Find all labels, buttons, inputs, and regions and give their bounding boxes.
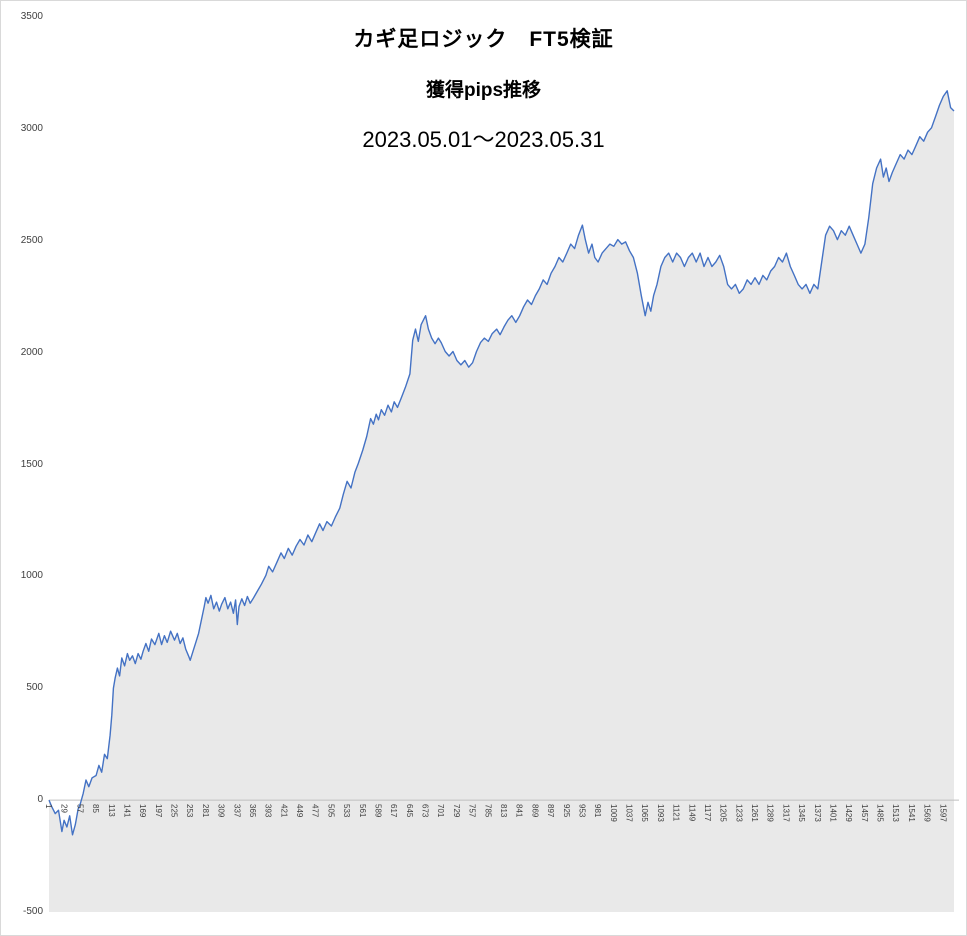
x-tick-label: 253 <box>185 804 195 818</box>
x-tick-label: 57 <box>75 804 85 814</box>
x-tick-label: 1513 <box>891 804 901 822</box>
x-tick-label: 1 <box>44 804 53 809</box>
x-tick-label: 897 <box>546 804 556 818</box>
x-tick-label: 1289 <box>765 804 775 822</box>
x-tick-label: 393 <box>263 804 273 818</box>
x-tick-label: 449 <box>295 804 305 818</box>
x-tick-label: 1149 <box>687 804 697 822</box>
x-tick-label: 169 <box>138 804 148 818</box>
x-tick-label: 1233 <box>734 804 744 822</box>
x-tick-label: 1009 <box>608 804 618 822</box>
x-tick-label: 365 <box>247 804 257 818</box>
y-tick-label: 1000 <box>20 570 43 582</box>
x-tick-label: 141 <box>122 804 132 818</box>
x-tick-label: 981 <box>593 804 603 818</box>
x-tick-label: 1261 <box>750 804 760 822</box>
x-tick-label: 729 <box>451 804 461 818</box>
y-tick-label: 3000 <box>20 122 43 134</box>
x-tick-label: 561 <box>357 804 367 818</box>
x-tick-label: 589 <box>373 804 383 818</box>
x-tick-label: 1485 <box>875 804 885 822</box>
x-tick-label: 85 <box>91 804 101 814</box>
x-tick-label: 1457 <box>859 804 869 822</box>
x-tick-label: 337 <box>232 804 242 818</box>
y-tick-label: 500 <box>26 682 43 694</box>
x-tick-label: 953 <box>577 804 587 818</box>
x-tick-label: 1541 <box>906 804 916 822</box>
y-tick-label: -500 <box>22 906 43 917</box>
x-tick-label: 813 <box>499 804 508 818</box>
series-area <box>49 90 954 913</box>
x-tick-label: 673 <box>420 804 430 818</box>
x-tick-label: 29 <box>59 804 69 814</box>
x-tick-label: 617 <box>389 804 399 818</box>
x-tick-label: 1401 <box>828 804 838 822</box>
x-tick-label: 757 <box>467 804 477 818</box>
x-tick-label: 841 <box>514 804 524 818</box>
x-tick-label: 785 <box>483 804 493 818</box>
x-tick-label: 309 <box>216 804 226 818</box>
x-tick-label: 1569 <box>922 804 932 822</box>
x-tick-label: 1037 <box>624 804 634 822</box>
y-tick-label: 0 <box>37 794 43 806</box>
x-tick-label: 1177 <box>702 804 712 822</box>
x-tick-label: 869 <box>530 804 540 818</box>
y-tick-label: 1500 <box>20 458 43 470</box>
x-tick-label: 1205 <box>718 804 728 822</box>
x-tick-label: 925 <box>561 804 571 818</box>
x-tick-label: 1121 <box>671 804 681 822</box>
x-tick-label: 477 <box>310 804 320 818</box>
x-tick-label: 225 <box>169 804 179 818</box>
series-line <box>48 90 955 836</box>
x-tick-label: 197 <box>153 804 163 818</box>
y-tick-label: 3500 <box>20 11 43 22</box>
x-tick-label: 505 <box>326 804 336 818</box>
x-tick-label: 701 <box>436 804 446 818</box>
x-tick-label: 1065 <box>640 804 650 822</box>
x-tick-label: 1317 <box>781 804 791 822</box>
x-tick-label: 645 <box>404 804 414 818</box>
y-tick-label: 2000 <box>20 346 43 358</box>
x-tick-label: 1373 <box>812 804 822 822</box>
y-tick-label: 2500 <box>20 234 43 246</box>
x-tick-label: 533 <box>342 804 352 818</box>
x-tick-label: 1597 <box>938 804 948 822</box>
x-tick-label: 421 <box>279 804 289 818</box>
x-tick-label: 1345 <box>797 804 807 822</box>
x-tick-label: 1429 <box>844 804 854 822</box>
x-tick-label: 113 <box>106 804 116 817</box>
x-tick-label: 1093 <box>655 804 665 822</box>
x-tick-label: 281 <box>200 804 210 818</box>
